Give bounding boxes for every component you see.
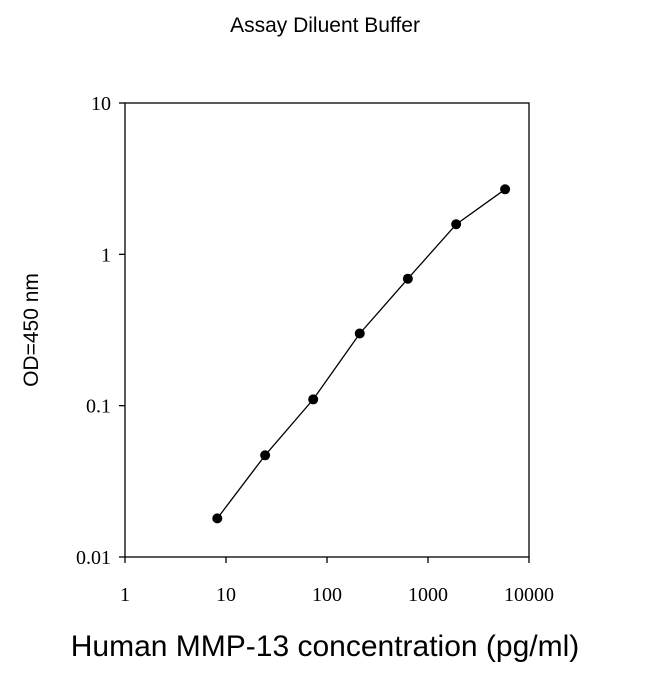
y-tick-label: 10 (91, 93, 111, 115)
x-tick-label: 10 (216, 584, 236, 606)
x-tick-label: 1 (120, 584, 130, 606)
x-tick-label: 10000 (504, 584, 554, 606)
plot-frame (124, 102, 530, 558)
y-tick-label: 0.01 (76, 547, 111, 569)
chart-title: Assay Diluent Buffer (230, 14, 420, 37)
data-line (216, 188, 506, 519)
data-point (402, 273, 413, 284)
data-point (451, 219, 462, 230)
x-tick-label: 1000 (408, 584, 448, 606)
data-point (212, 513, 223, 524)
data-point (308, 394, 319, 405)
data-point (500, 184, 511, 195)
y-tick-label: 0.1 (86, 396, 111, 418)
x-tick-label: 100 (312, 584, 342, 606)
data-point (260, 450, 271, 461)
x-axis-label: Human MMP-13 concentration (pg/ml) (70, 630, 580, 663)
y-tick-label: 1 (101, 244, 111, 266)
data-point (354, 328, 365, 339)
